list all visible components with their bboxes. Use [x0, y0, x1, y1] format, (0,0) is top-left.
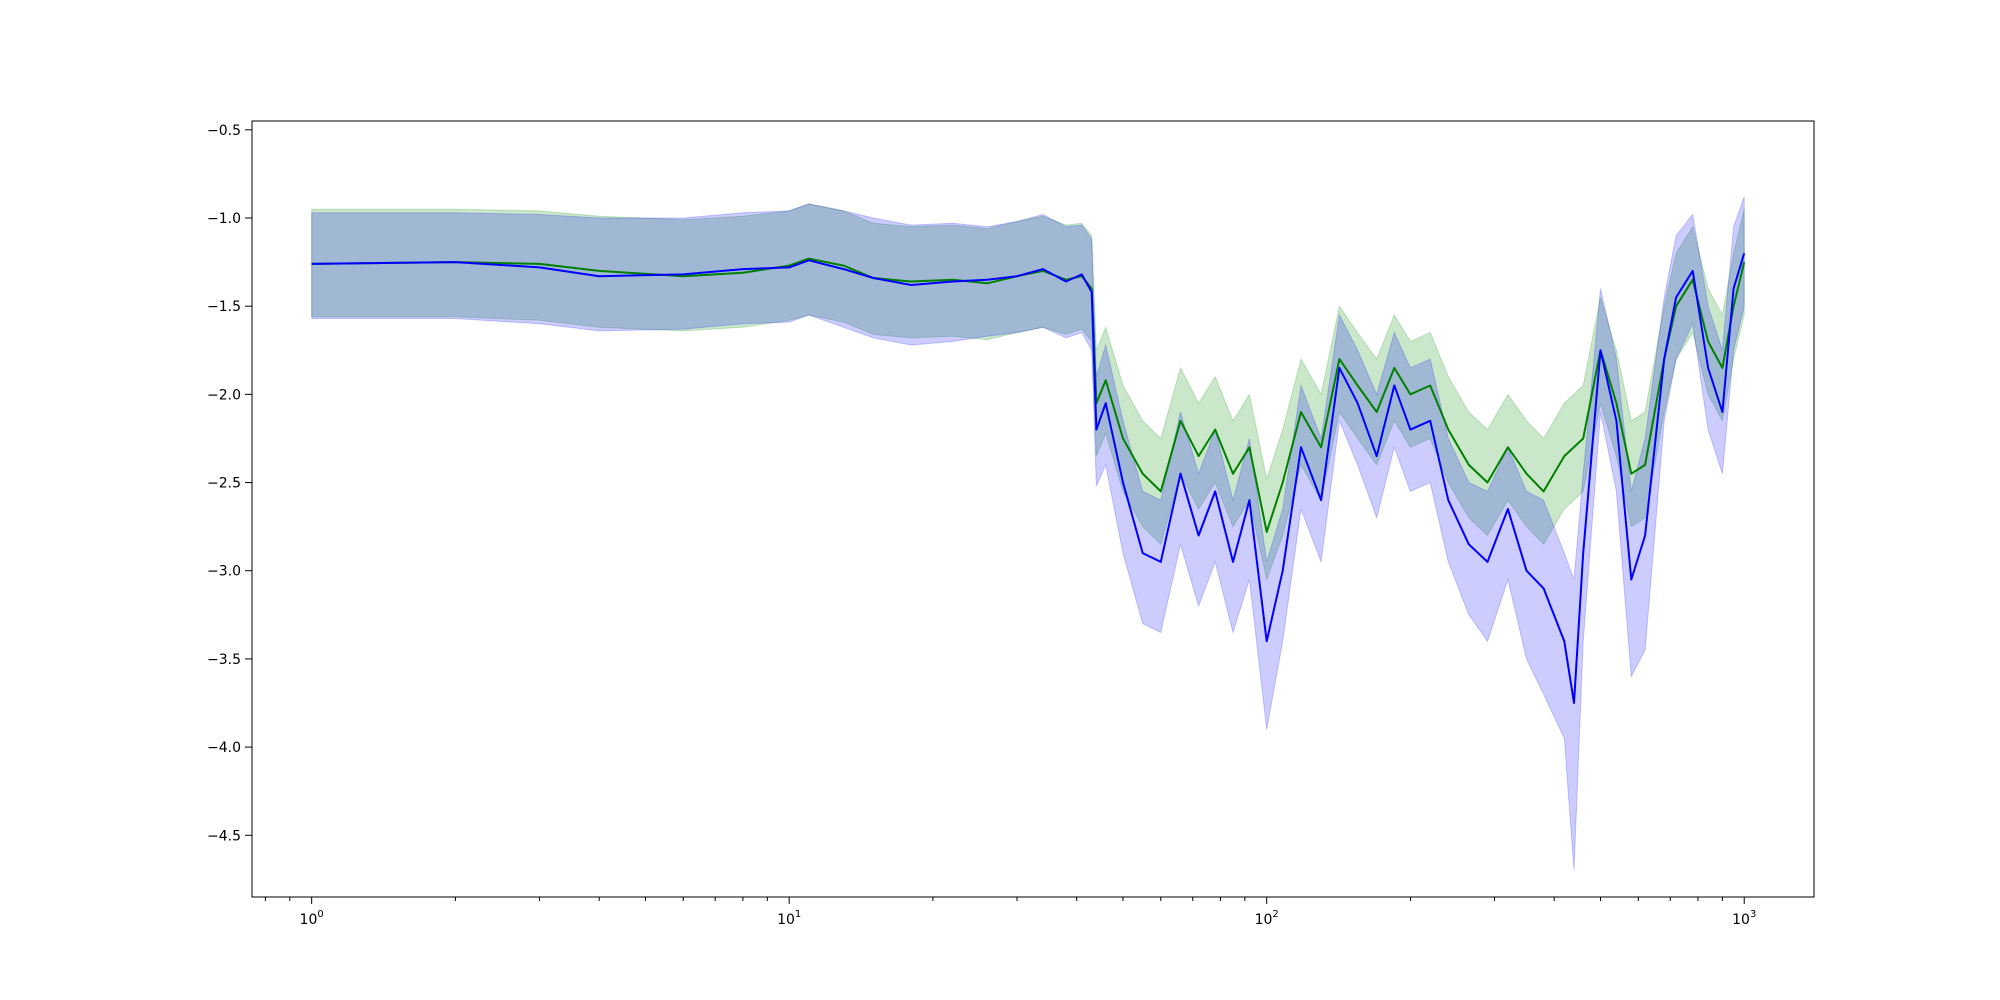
- y-tick-label: −0.5: [207, 123, 241, 139]
- y-tick-label: −3.5: [207, 652, 241, 668]
- series-line-1: [311, 257, 1746, 533]
- series-line-2: [311, 253, 1746, 704]
- x-tick-label: 101: [777, 909, 801, 928]
- confidence-band-2: [311, 196, 1745, 871]
- y-tick-label: −3.0: [207, 564, 241, 580]
- y-tick-label: −4.0: [207, 740, 241, 756]
- x-tick-label: 102: [1255, 909, 1279, 928]
- x-tick-label: 103: [1732, 909, 1756, 928]
- y-tick-label: −2.5: [207, 476, 241, 492]
- plot-frame: [251, 120, 1815, 898]
- x-tick-label: 100: [300, 909, 324, 928]
- y-tick-label: −1.5: [207, 299, 241, 315]
- series-lines: [311, 253, 1746, 704]
- y-tick-label: −2.0: [207, 387, 241, 403]
- y-tick-label: −1.0: [207, 211, 241, 227]
- y-axis: −0.5 −1.0 −1.5 −2.0 −2.5 −3.0 −3.5 −4.0 −4.5: [207, 123, 252, 844]
- plot-background: [252, 121, 1814, 897]
- confidence-bands: [311, 196, 1745, 871]
- confidence-band-1: [311, 203, 1745, 582]
- y-tick-label: −4.5: [207, 828, 241, 844]
- x-axis: 100 101 102 103: [264, 897, 1756, 928]
